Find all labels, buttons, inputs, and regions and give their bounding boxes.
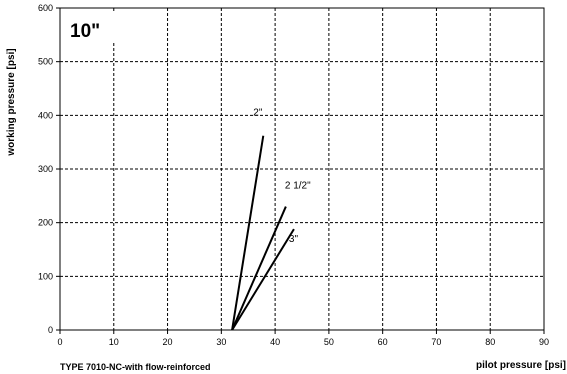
y-tick-label: 200: [38, 218, 53, 228]
y-tick-labels: 0 100 200 300 400 500 600: [38, 3, 60, 335]
y-tick-label: 100: [38, 271, 53, 281]
x-tick-label: 30: [216, 337, 226, 347]
series-label: 2": [253, 108, 263, 119]
x-tick-label: 50: [324, 337, 334, 347]
x-tick-label: 20: [163, 337, 173, 347]
x-tick-label: 80: [485, 337, 495, 347]
x-tick-label: 40: [270, 337, 280, 347]
grid: [60, 8, 544, 330]
x-axis-title: pilot pressure [psi]: [476, 360, 566, 371]
y-tick-label: 400: [38, 110, 53, 120]
y-axis-title: working pressure [psi]: [6, 48, 17, 156]
series-line: [231, 206, 287, 331]
series-label: 2 1/2": [285, 181, 311, 192]
x-tick-labels: 0 10 20 30 40 50 60 70 80 90: [57, 330, 549, 347]
series-lines: [231, 135, 295, 331]
y-tick-label: 300: [38, 164, 53, 174]
x-tick-label: 60: [378, 337, 388, 347]
series-line: [231, 135, 265, 331]
chart-footer: TYPE 7010-NC-with flow-reinforced: [60, 362, 211, 372]
x-tick-label: 0: [57, 337, 62, 347]
x-tick-label: 10: [109, 337, 119, 347]
y-tick-label: 0: [48, 325, 53, 335]
inset-label-box: [66, 11, 118, 41]
series-line: [231, 228, 295, 331]
series-labels: 2" 2 1/2" 3": [253, 108, 311, 245]
x-tick-label: 90: [539, 337, 549, 347]
inset-label: 10": [70, 21, 100, 42]
x-tick-label: 70: [431, 337, 441, 347]
y-tick-label: 500: [38, 57, 53, 67]
y-tick-label: 600: [38, 3, 53, 13]
series-label: 3": [289, 234, 299, 245]
